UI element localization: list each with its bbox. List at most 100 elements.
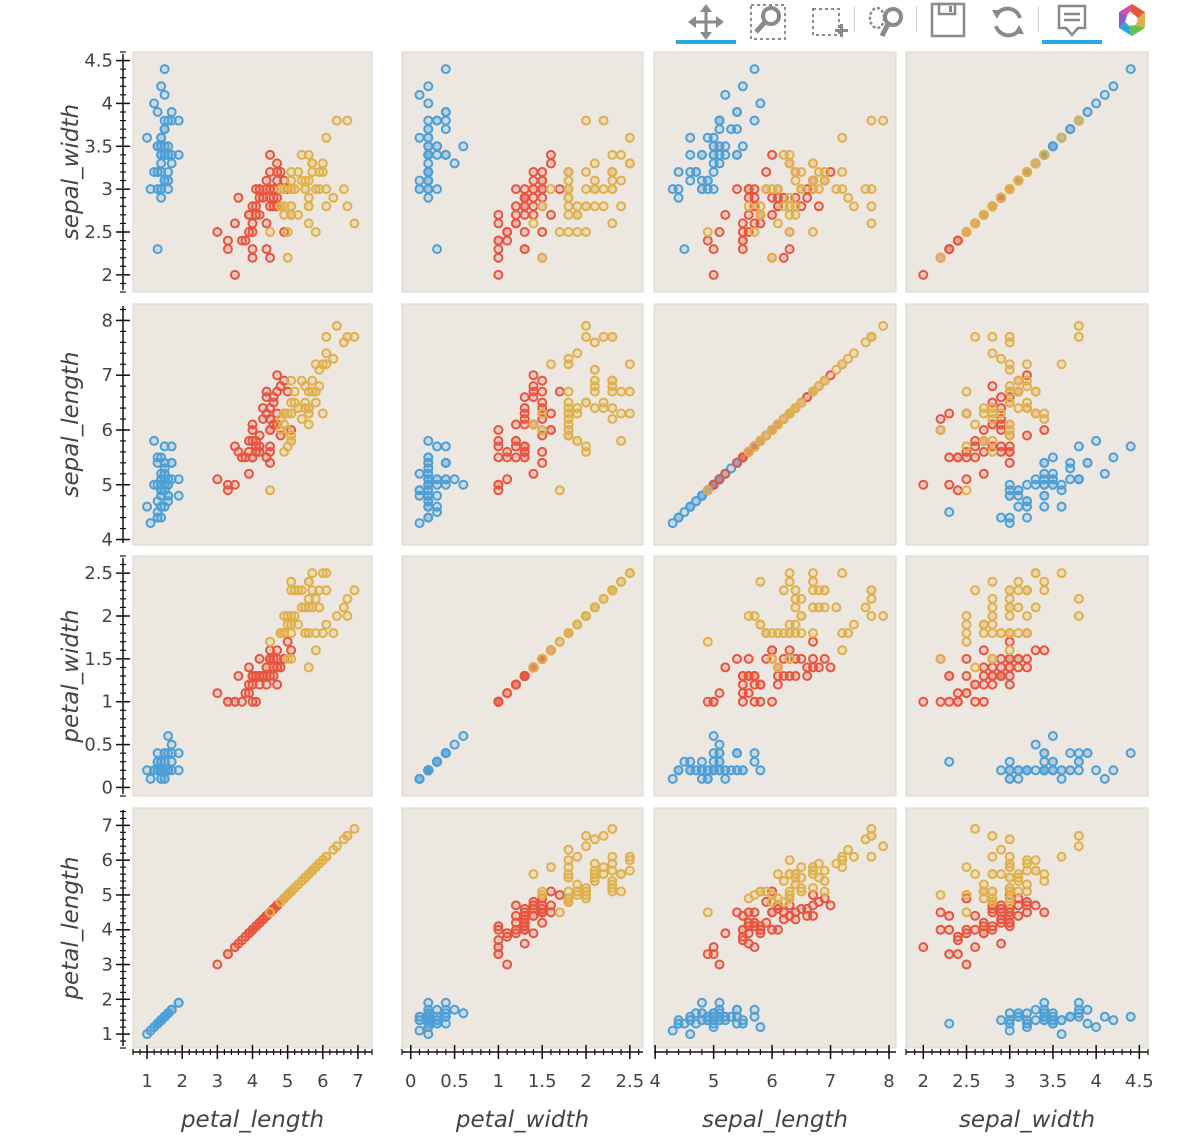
scatter-point[interactable] bbox=[156, 81, 167, 92]
scatter-point[interactable] bbox=[749, 696, 760, 707]
scatter-point[interactable] bbox=[265, 636, 276, 647]
scatter-point[interactable] bbox=[667, 1025, 678, 1036]
scatter-point[interactable] bbox=[772, 924, 783, 935]
scatter-point[interactable] bbox=[772, 419, 783, 430]
scatter-point[interactable] bbox=[528, 209, 539, 220]
scatter-point[interactable] bbox=[440, 997, 451, 1008]
scatter-point[interactable] bbox=[1065, 474, 1076, 485]
scatter-point[interactable] bbox=[243, 468, 254, 479]
scatter-point[interactable] bbox=[598, 331, 609, 342]
scatter-point[interactable] bbox=[1073, 841, 1084, 852]
scatter-point[interactable] bbox=[321, 201, 332, 212]
scatter-point[interactable] bbox=[254, 209, 265, 220]
scatter-point[interactable] bbox=[300, 403, 311, 414]
scatter-point[interactable] bbox=[737, 935, 748, 946]
scatter-point[interactable] bbox=[961, 688, 972, 699]
scatter-point[interactable] bbox=[1004, 430, 1015, 441]
scatter-point[interactable] bbox=[414, 1015, 425, 1026]
scatter-point[interactable] bbox=[581, 611, 592, 621]
scatter-point[interactable] bbox=[314, 585, 325, 596]
scatter-point[interactable] bbox=[772, 869, 783, 880]
scatter-point[interactable] bbox=[303, 419, 314, 430]
scatter-point[interactable] bbox=[772, 218, 783, 229]
scatter-point[interactable] bbox=[236, 452, 247, 463]
scatter-point[interactable] bbox=[702, 235, 713, 246]
scatter-point[interactable] bbox=[589, 337, 600, 348]
scatter-point[interactable] bbox=[749, 1011, 760, 1022]
scatter-point[interactable] bbox=[432, 479, 443, 490]
scatter-cell-sepal_length-vs-petal_length[interactable] bbox=[132, 303, 373, 546]
scatter-point[interactable] bbox=[519, 227, 530, 237]
scatter-point[interactable] bbox=[702, 227, 713, 237]
scatter-point[interactable] bbox=[1065, 124, 1076, 135]
scatter-point[interactable] bbox=[796, 397, 807, 408]
wheel-zoom-tool-button[interactable] bbox=[738, 0, 798, 44]
scatter-point[interactable] bbox=[987, 602, 998, 613]
scatter-point[interactable] bbox=[589, 876, 600, 887]
scatter-point[interactable] bbox=[749, 679, 760, 690]
scatter-point[interactable] bbox=[1039, 576, 1050, 587]
hover-tool-button[interactable] bbox=[1042, 0, 1102, 44]
scatter-point[interactable] bbox=[935, 907, 946, 918]
scatter-point[interactable] bbox=[996, 512, 1007, 523]
scatter-point[interactable] bbox=[970, 679, 981, 690]
scatter-point[interactable] bbox=[987, 576, 998, 587]
scatter-point[interactable] bbox=[978, 424, 989, 435]
scatter-point[interactable] bbox=[563, 227, 574, 237]
scatter-point[interactable] bbox=[423, 115, 434, 126]
scatter-point[interactable] bbox=[1022, 512, 1032, 523]
scatter-point[interactable] bbox=[749, 227, 760, 237]
scatter-point[interactable] bbox=[952, 452, 963, 463]
scatter-point[interactable] bbox=[510, 201, 521, 212]
scatter-point[interactable] bbox=[808, 883, 818, 893]
scatter-point[interactable] bbox=[537, 375, 548, 386]
scatter-point[interactable] bbox=[229, 441, 240, 452]
scatter-point[interactable] bbox=[749, 192, 760, 203]
scatter-point[interactable] bbox=[222, 696, 233, 707]
scatter-point[interactable] bbox=[961, 386, 972, 397]
scatter-point[interactable] bbox=[159, 175, 170, 186]
scatter-point[interactable] bbox=[432, 507, 443, 518]
scatter-point[interactable] bbox=[212, 688, 223, 699]
scatter-point[interactable] bbox=[251, 696, 262, 707]
scatter-point[interactable] bbox=[152, 141, 163, 152]
scatter-cell-petal_length-vs-petal_width[interactable] bbox=[401, 807, 644, 1049]
scatter-point[interactable] bbox=[423, 1029, 434, 1040]
scatter-point[interactable] bbox=[598, 862, 609, 873]
scatter-point[interactable] bbox=[685, 765, 696, 776]
scatter-point[interactable] bbox=[987, 869, 998, 880]
scatter-point[interactable] bbox=[866, 830, 877, 841]
scatter-point[interactable] bbox=[563, 192, 574, 203]
scatter-point[interactable] bbox=[749, 441, 760, 452]
scatter-point[interactable] bbox=[813, 662, 824, 673]
scatter-point[interactable] bbox=[1056, 773, 1067, 784]
scatter-point[interactable] bbox=[961, 408, 972, 419]
scatter-point[interactable] bbox=[708, 184, 719, 195]
scatter-point[interactable] bbox=[761, 184, 772, 195]
scatter-point[interactable] bbox=[423, 765, 434, 776]
scatter-point[interactable] bbox=[944, 949, 955, 960]
scatter-point[interactable] bbox=[607, 167, 618, 177]
scatter-point[interactable] bbox=[423, 81, 434, 92]
scatter-point[interactable] bbox=[145, 518, 156, 529]
scatter-point[interactable] bbox=[808, 628, 818, 639]
scatter-point[interactable] bbox=[1030, 739, 1041, 750]
scatter-point[interactable] bbox=[837, 359, 848, 370]
scatter-point[interactable] bbox=[1030, 479, 1041, 490]
scatter-point[interactable] bbox=[493, 209, 504, 220]
scatter-point[interactable] bbox=[163, 474, 174, 485]
scatter-point[interactable] bbox=[1004, 1015, 1015, 1026]
scatter-point[interactable] bbox=[1056, 1029, 1067, 1040]
scatter-point[interactable] bbox=[1047, 731, 1058, 741]
scatter-point[interactable] bbox=[825, 662, 836, 673]
scatter-point[interactable] bbox=[563, 855, 574, 866]
scatter-point[interactable] bbox=[720, 773, 731, 784]
scatter-point[interactable] bbox=[163, 731, 174, 741]
scatter-point[interactable] bbox=[545, 359, 556, 370]
scatter-point[interactable] bbox=[720, 662, 731, 673]
scatter-point[interactable] bbox=[328, 353, 339, 364]
scatter-point[interactable] bbox=[860, 337, 871, 348]
scatter-point[interactable] bbox=[1004, 903, 1015, 914]
scatter-point[interactable] bbox=[732, 107, 742, 117]
scatter-point[interactable] bbox=[449, 474, 460, 485]
